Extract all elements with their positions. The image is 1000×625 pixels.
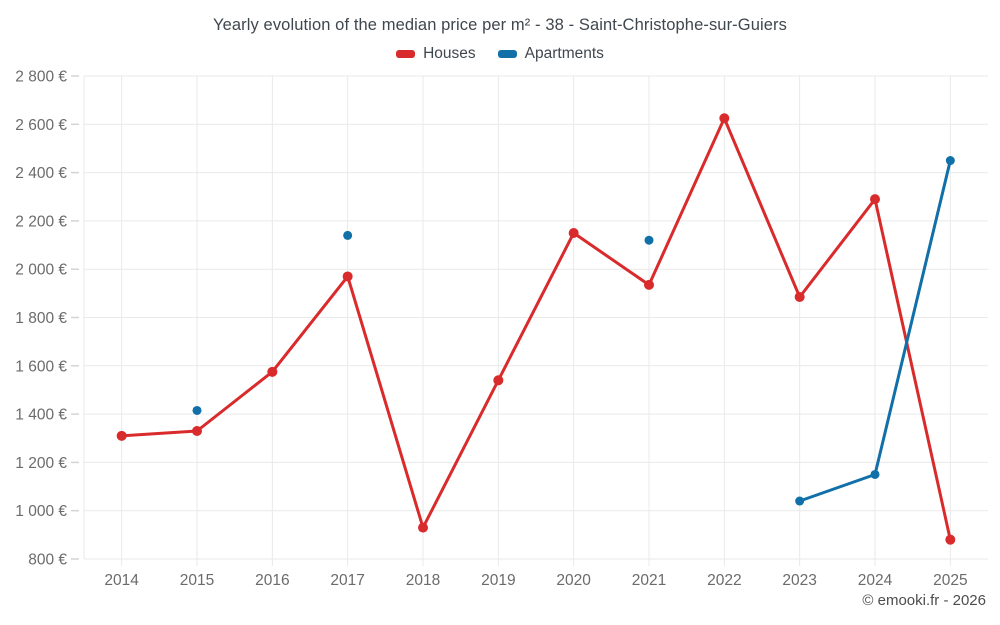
legend-label-apartments: Apartments bbox=[524, 45, 604, 62]
legend-item-apartments[interactable]: Apartments bbox=[497, 45, 604, 63]
y-axis-label: 1 200 € bbox=[15, 455, 67, 472]
houses-point-2016[interactable] bbox=[267, 366, 278, 377]
y-axis-label: 1 600 € bbox=[15, 358, 67, 375]
y-axis-label: 2 800 € bbox=[15, 69, 67, 86]
houses-point-2024[interactable] bbox=[870, 194, 880, 205]
houses-point-2023[interactable] bbox=[794, 291, 805, 302]
apartments-point-2015[interactable] bbox=[192, 405, 202, 415]
y-axis-label: 800 € bbox=[28, 552, 67, 569]
houses-series-swatch-icon bbox=[396, 50, 416, 58]
x-axis-label: 2014 bbox=[104, 572, 139, 589]
x-axis-label: 2015 bbox=[180, 572, 214, 589]
legend-item-houses[interactable]: Houses bbox=[396, 45, 476, 63]
y-axis-label: 2 000 € bbox=[15, 262, 67, 279]
houses-line bbox=[120, 116, 952, 542]
houses-point-2018[interactable] bbox=[418, 522, 428, 533]
y-axis-label: 2 400 € bbox=[15, 165, 67, 182]
attribution-text: © emooki.fr - 2026 bbox=[862, 592, 986, 609]
y-axis-label: 2 200 € bbox=[15, 213, 67, 230]
apartments-point-2023[interactable] bbox=[795, 496, 805, 506]
houses-point-2017[interactable] bbox=[342, 271, 353, 282]
x-axis-label: 2019 bbox=[481, 572, 515, 589]
chart-title: Yearly evolution of the median price per… bbox=[213, 16, 787, 34]
y-axis-label: 1 800 € bbox=[15, 310, 67, 327]
x-axis-label: 2020 bbox=[556, 572, 591, 589]
x-axis-label: 2017 bbox=[330, 572, 364, 589]
x-axis-label: 2021 bbox=[632, 572, 666, 589]
houses-point-2020[interactable] bbox=[568, 227, 579, 238]
x-axis-label: 2023 bbox=[782, 572, 816, 589]
houses-point-2022[interactable] bbox=[719, 113, 730, 124]
y-axis-label: 1 400 € bbox=[15, 407, 67, 424]
x-axis-label: 2025 bbox=[933, 572, 967, 589]
apartments-point-2024[interactable] bbox=[870, 469, 880, 479]
apartments-point-2025[interactable] bbox=[945, 156, 955, 166]
x-axis-label: 2018 bbox=[406, 572, 440, 589]
houses-point-2014[interactable] bbox=[116, 430, 127, 441]
houses-point-2025[interactable] bbox=[945, 534, 956, 545]
legend-label-houses: Houses bbox=[423, 45, 476, 62]
apartments-point-2017[interactable] bbox=[343, 230, 353, 240]
y-axis-label: 2 600 € bbox=[15, 117, 67, 134]
houses-point-2021[interactable] bbox=[644, 279, 654, 290]
houses-point-2019[interactable] bbox=[493, 375, 504, 386]
y-axis-label: 1 000 € bbox=[15, 503, 67, 520]
apartments-series-swatch-icon bbox=[497, 50, 517, 58]
x-axis-label: 2022 bbox=[707, 572, 741, 589]
houses-point-2015[interactable] bbox=[192, 426, 202, 437]
x-axis-label: 2016 bbox=[255, 572, 289, 589]
apartments-point-2021[interactable] bbox=[644, 235, 654, 245]
x-axis-label: 2024 bbox=[858, 572, 893, 589]
chart-legend: Houses Apartments bbox=[0, 45, 1000, 63]
